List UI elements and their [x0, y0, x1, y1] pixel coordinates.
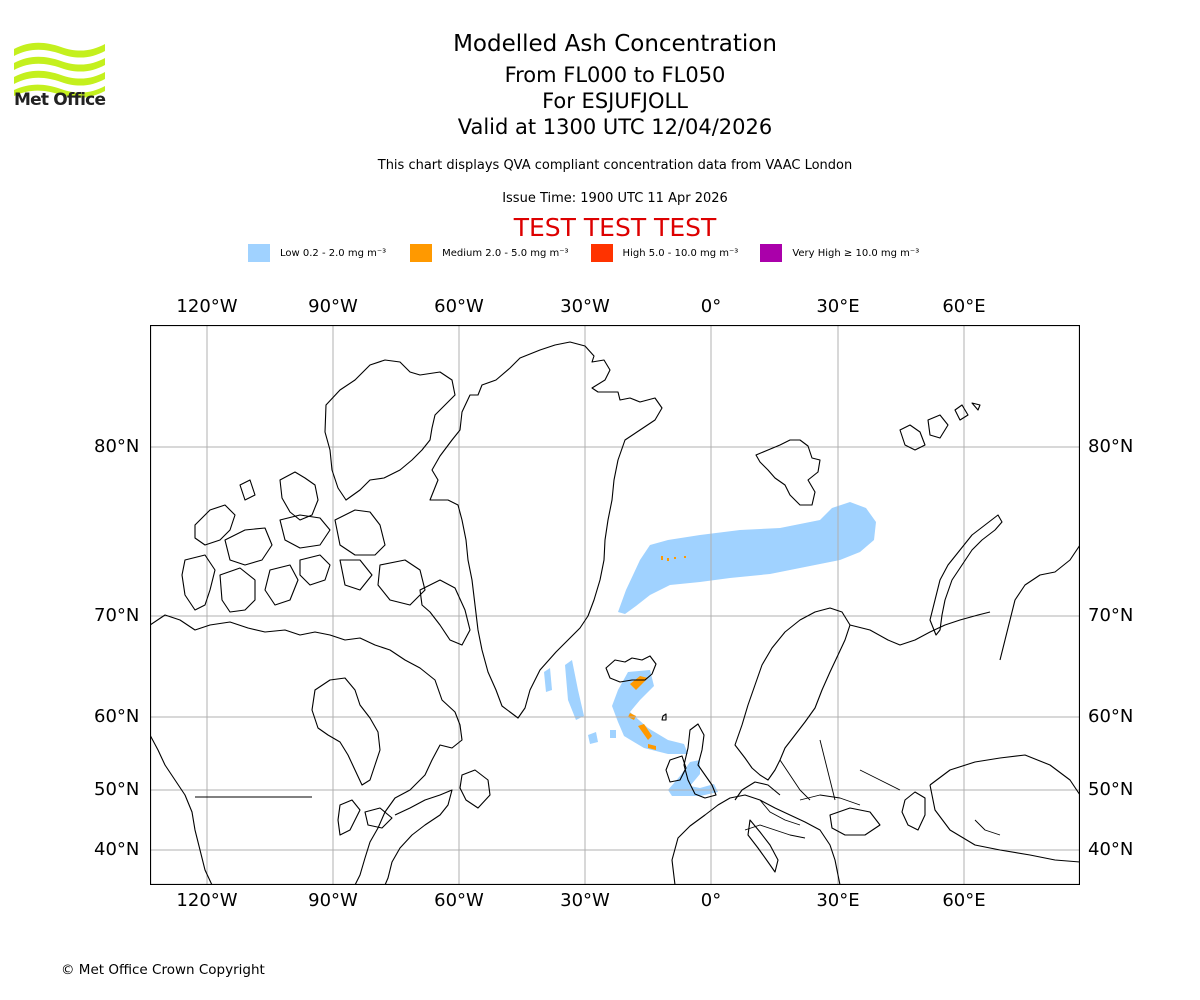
met-office-logo-icon	[14, 42, 105, 98]
legend: Low 0.2 - 2.0 mg m⁻³ Medium 2.0 - 5.0 mg…	[248, 243, 941, 263]
scandinavia-coast	[734, 607, 851, 781]
lat-label-left-70n: 70°N	[94, 605, 140, 626]
copyright-text: © Met Office Crown Copyright	[61, 962, 265, 978]
test-banner: TEST TEST TEST	[513, 213, 717, 242]
legend-item-very-high: Very High ≥ 10.0 mg m⁻³	[760, 244, 919, 262]
map-frame	[150, 325, 1080, 885]
legend-label-high: High 5.0 - 10.0 mg m⁻³	[622, 247, 739, 259]
ash-concentration-map	[150, 325, 1080, 885]
legend-swatch-low	[248, 244, 270, 262]
iceland-coast	[605, 655, 657, 683]
legend-swatch-high	[590, 244, 613, 262]
description-text: This chart displays QVA compliant concen…	[377, 158, 853, 173]
lon-label-bottom-90w: 90°W	[308, 890, 358, 911]
legend-label-very-high: Very High ≥ 10.0 mg m⁻³	[792, 247, 920, 259]
lat-label-right-80n: 80°N	[1088, 436, 1134, 457]
valid-time: Valid at 1300 UTC 12/04/2026	[457, 115, 773, 139]
legend-label-medium: Medium 2.0 - 5.0 mg m⁻³	[442, 247, 569, 259]
greenland-coast	[429, 341, 663, 719]
lon-label-bottom-30e: 30°E	[816, 890, 860, 911]
legend-item-medium: Medium 2.0 - 5.0 mg m⁻³	[410, 244, 569, 262]
lat-label-left-60n: 60°N	[94, 706, 140, 727]
uk-coast	[683, 723, 717, 799]
lon-label-top-0: 0°	[700, 296, 722, 317]
lat-label-left-40n: 40°N	[94, 839, 140, 860]
lon-label-top-30w: 30°W	[560, 296, 610, 317]
lon-label-bottom-60e: 60°E	[942, 890, 986, 911]
ash-low-concentration	[544, 502, 876, 796]
lon-label-top-30e: 30°E	[816, 296, 860, 317]
lat-label-right-50n: 50°N	[1088, 779, 1134, 800]
met-office-logo-text: Met Office	[14, 90, 106, 110]
lon-label-bottom-30w: 30°W	[560, 890, 610, 911]
graticule	[150, 325, 1080, 885]
lon-label-top-60e: 60°E	[942, 296, 986, 317]
lon-label-top-120w: 120°W	[176, 296, 238, 317]
lon-label-top-90w: 90°W	[308, 296, 358, 317]
lon-label-bottom-0: 0°	[700, 890, 722, 911]
flight-level-range: From FL000 to FL050	[504, 63, 726, 87]
lat-label-right-70n: 70°N	[1088, 605, 1134, 626]
title-block: Modelled Ash Concentration From FL000 to…	[300, 30, 930, 140]
issue-time: Issue Time: 1900 UTC 11 Apr 2026	[502, 191, 728, 206]
legend-swatch-very-high	[760, 244, 783, 262]
chart-title: Modelled Ash Concentration	[453, 31, 777, 57]
lat-label-right-60n: 60°N	[1088, 706, 1134, 727]
legend-item-high: High 5.0 - 10.0 mg m⁻³	[590, 244, 739, 262]
coastlines	[150, 341, 1080, 885]
lat-label-left-50n: 50°N	[94, 779, 140, 800]
svalbard-coast	[755, 439, 821, 506]
lon-label-bottom-60w: 60°W	[434, 890, 484, 911]
legend-label-low: Low 0.2 - 2.0 mg m⁻³	[280, 247, 387, 259]
lat-label-left-80n: 80°N	[94, 436, 140, 457]
legend-swatch-medium	[410, 244, 433, 262]
legend-item-low: Low 0.2 - 2.0 mg m⁻³	[248, 244, 386, 262]
lon-label-bottom-120w: 120°W	[176, 890, 238, 911]
volcano-name: For ESJUFJOLL	[542, 89, 688, 113]
lat-label-right-40n: 40°N	[1088, 839, 1134, 860]
lon-label-top-60w: 60°W	[434, 296, 484, 317]
